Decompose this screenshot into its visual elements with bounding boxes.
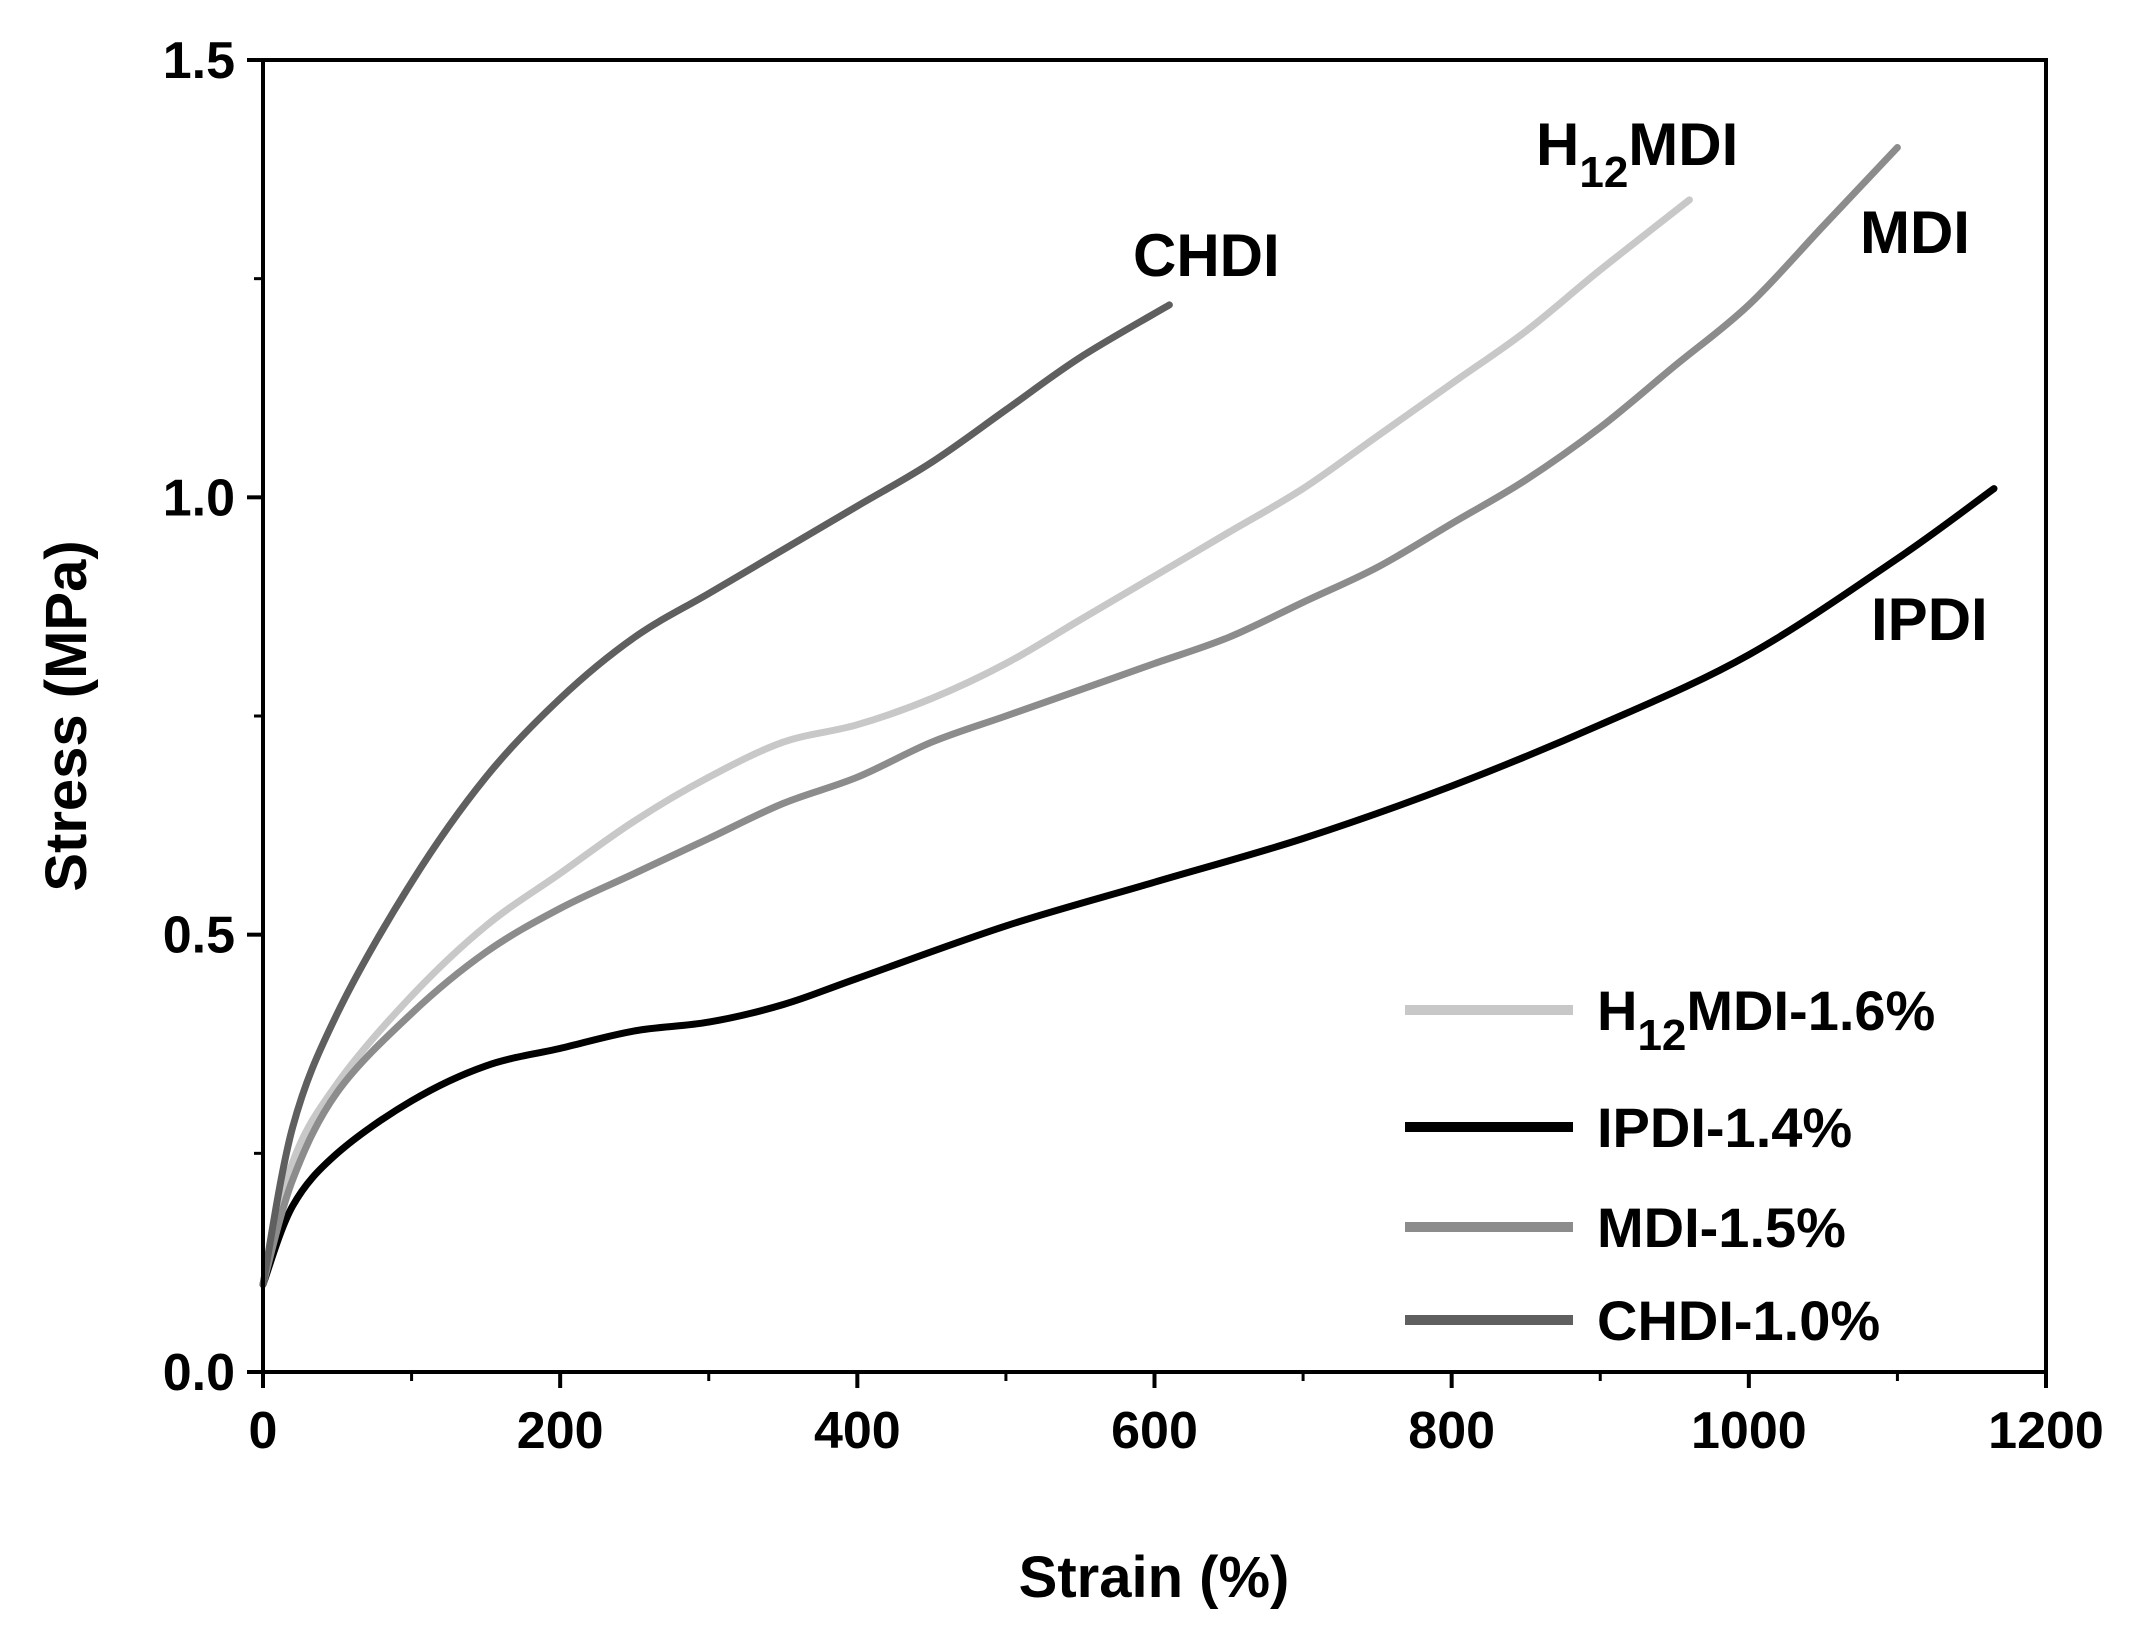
- annotation-ipdi: IPDI: [1871, 586, 1988, 653]
- legend-label-h12mdi: H12MDI-1.6%: [1597, 979, 1935, 1060]
- y-axis-title: Stress (MPa): [34, 540, 99, 891]
- series-line-ipdi-1-4: [259, 485, 1998, 1288]
- series-line-h12mdi-1-6: [259, 196, 1693, 1288]
- x-axis-title: Strain (%): [1019, 1545, 1290, 1610]
- legend: H12MDI-1.6% IPDI-1.4% MDI-1.5% CHDI-1.0%: [1405, 979, 1935, 1352]
- annotation-mdi: MDI: [1860, 199, 1970, 266]
- series-line-mdi-1-5: [259, 144, 1901, 1288]
- x-tick-label: 800: [1408, 1402, 1495, 1460]
- axis-ticks: 0 200 400 600 800 1000 1200 0.0 0.5 1.0 1.5: [163, 32, 2104, 1460]
- legend-label-chdi: CHDI-1.0%: [1597, 1289, 1880, 1352]
- plot-area: [259, 144, 1998, 1288]
- y-tick-label: 1.0: [163, 469, 235, 527]
- x-tick-label: 1200: [1988, 1402, 2104, 1460]
- x-tick-label: 1000: [1691, 1402, 1807, 1460]
- legend-label-mdi: MDI-1.5%: [1597, 1196, 1846, 1259]
- y-tick-label: 0.5: [163, 907, 235, 965]
- x-tick-label: 0: [249, 1402, 278, 1460]
- legend-label-ipdi: IPDI-1.4%: [1597, 1096, 1852, 1159]
- x-tick-label: 200: [517, 1402, 604, 1460]
- y-tick-label: 0.0: [163, 1344, 235, 1402]
- x-tick-label: 400: [814, 1402, 901, 1460]
- annotation-chdi: CHDI: [1133, 222, 1280, 289]
- series-line-chdi-1-0: [259, 301, 1173, 1288]
- x-tick-label: 600: [1111, 1402, 1198, 1460]
- annotation-h12mdi: H12MDI: [1536, 111, 1738, 197]
- y-tick-label: 1.5: [163, 32, 235, 90]
